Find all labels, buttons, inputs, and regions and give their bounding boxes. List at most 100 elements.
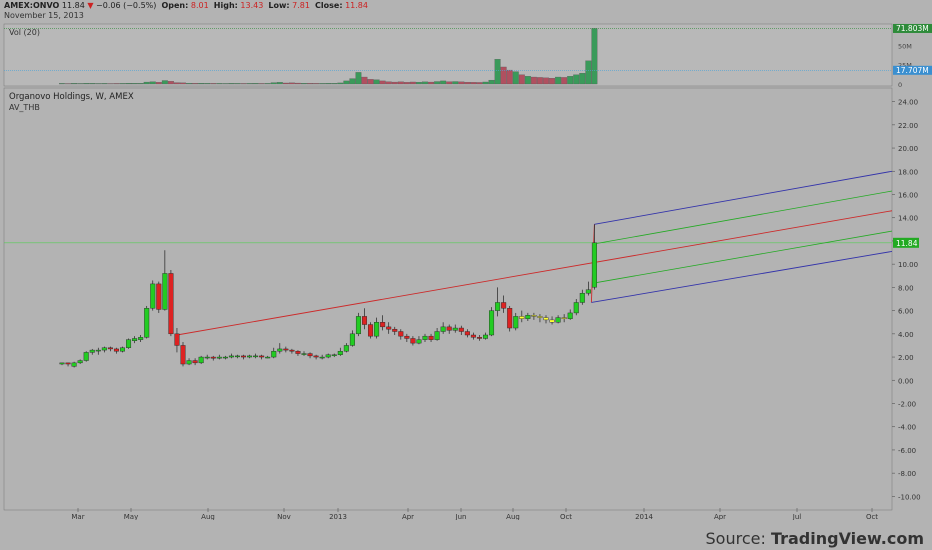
- candle-body: [65, 362, 71, 365]
- price-tick-label: -10.00: [898, 493, 921, 501]
- time-tick-label: May: [124, 513, 138, 520]
- volume-bar: [180, 82, 186, 85]
- price-tick-label: 22.00: [898, 122, 918, 130]
- source-watermark: Source: TradingView.com: [705, 529, 924, 548]
- candle-body: [507, 308, 513, 329]
- candle-body: [295, 351, 301, 354]
- candle-body: [452, 327, 458, 331]
- volume-bar: [488, 79, 495, 85]
- candle-body: [591, 242, 597, 288]
- volume-bar: [167, 81, 174, 85]
- volume-bar: [71, 83, 78, 85]
- price-tick-label: 0.00: [898, 377, 914, 385]
- candle-body: [198, 356, 204, 364]
- chart-canvas[interactable]: Vol (20) 50M 25M 0 71.803M 17.707M Organov…: [0, 0, 932, 520]
- volume-tick-label: 50M: [898, 42, 912, 50]
- pitchfork-lower-line[interactable]: [591, 250, 893, 303]
- high-value: 13.43: [240, 1, 264, 10]
- volume-bar: [422, 81, 428, 85]
- candle-body: [107, 347, 113, 350]
- candle-body: [301, 353, 307, 355]
- pitchfork-upper-line[interactable]: [594, 170, 893, 225]
- candle-body: [319, 356, 325, 359]
- pitchfork-median-line[interactable]: [176, 210, 893, 336]
- volume-bar: [313, 83, 320, 85]
- volume-bar: [149, 81, 156, 85]
- symbol-header: AMEX:ONVO 11.84 ▼ −0.06 (−0.5%) Open: 8.…: [4, 1, 368, 21]
- volume-bar: [59, 83, 65, 85]
- time-tick-label: Jun: [455, 513, 467, 520]
- candle-body: [380, 322, 386, 328]
- candle-body: [501, 302, 507, 309]
- high-label: High:: [213, 1, 238, 10]
- candle-body: [162, 273, 168, 310]
- bar-date: November 15, 2013: [4, 11, 84, 20]
- volume-bar: [573, 74, 580, 85]
- volume-bar: [331, 83, 338, 85]
- candle-body: [271, 351, 277, 358]
- pitchfork-inner-upper-line[interactable]: [594, 190, 893, 245]
- candle-body: [144, 308, 150, 338]
- pitchfork-inner-lower-line[interactable]: [594, 230, 893, 284]
- candle-body: [192, 360, 198, 364]
- candle-body: [126, 339, 132, 348]
- candle-body: [404, 335, 410, 339]
- volume-bar: [537, 77, 543, 85]
- volume-max-badge: 71.803M: [893, 23, 932, 33]
- price-tick-label: 8.00: [898, 284, 914, 292]
- chart-title: Organovo Holdings, W, AMEX: [9, 92, 134, 102]
- candle-body: [549, 319, 555, 323]
- price-tick-label: 6.00: [898, 308, 914, 316]
- volume-bar: [361, 76, 368, 85]
- time-tick-label: Aug: [201, 513, 215, 520]
- volume-bar: [131, 83, 138, 85]
- candle-body: [458, 327, 464, 332]
- volume-bar: [113, 83, 120, 85]
- candle-body: [567, 312, 573, 319]
- candle-body: [277, 348, 283, 352]
- volume-average-badge: 17.707M: [893, 65, 932, 75]
- time-tick-label: Mar: [71, 513, 84, 520]
- volume-bar: [77, 83, 84, 85]
- candle-body: [210, 356, 216, 359]
- candle-body: [543, 317, 549, 321]
- candle-body: [132, 338, 138, 342]
- volume-bar: [452, 81, 459, 85]
- volume-bar: [270, 82, 277, 85]
- volume-tick-label: 0: [898, 81, 902, 89]
- price-tick-label: 14.00: [898, 215, 918, 223]
- price-tick-label: 2.00: [898, 354, 914, 362]
- open-label: Open:: [161, 1, 189, 10]
- price-tick-label: 18.00: [898, 168, 918, 176]
- volume-bar: [343, 80, 350, 85]
- candle-body: [247, 355, 253, 358]
- volume-bar: [264, 83, 271, 85]
- volume-bar: [258, 83, 265, 85]
- last-price-badge-text: 11.84: [896, 239, 918, 248]
- volume-bar: [173, 82, 180, 85]
- volume-bars: [59, 28, 598, 85]
- candle-body: [446, 326, 452, 331]
- volume-bar: [119, 83, 126, 85]
- volume-bar: [530, 76, 537, 85]
- open-value: 8.01: [190, 1, 209, 10]
- time-tick-label: Jul: [792, 513, 802, 520]
- andrews-pitchfork[interactable]: [176, 170, 893, 336]
- candle-body: [283, 348, 289, 351]
- candle-body: [59, 362, 65, 365]
- candle-body: [349, 333, 355, 346]
- candle-body: [470, 334, 476, 338]
- candle-body: [83, 352, 89, 361]
- candle-body: [573, 302, 579, 314]
- volume-bar: [518, 74, 525, 85]
- candle-body: [440, 326, 446, 332]
- volume-bar: [288, 82, 295, 85]
- time-tick-label: Nov: [277, 513, 291, 520]
- candle-body: [138, 337, 144, 340]
- time-tick-label: 2014: [635, 513, 653, 520]
- candle-body: [464, 331, 470, 336]
- price-pane: [3, 87, 893, 511]
- volume-bar: [355, 72, 362, 85]
- time-axis: Mar May Aug Nov 2013 Apr Jun Aug Oct 2014 Apr Jul Oc…: [71, 508, 878, 520]
- candle-body: [240, 355, 246, 358]
